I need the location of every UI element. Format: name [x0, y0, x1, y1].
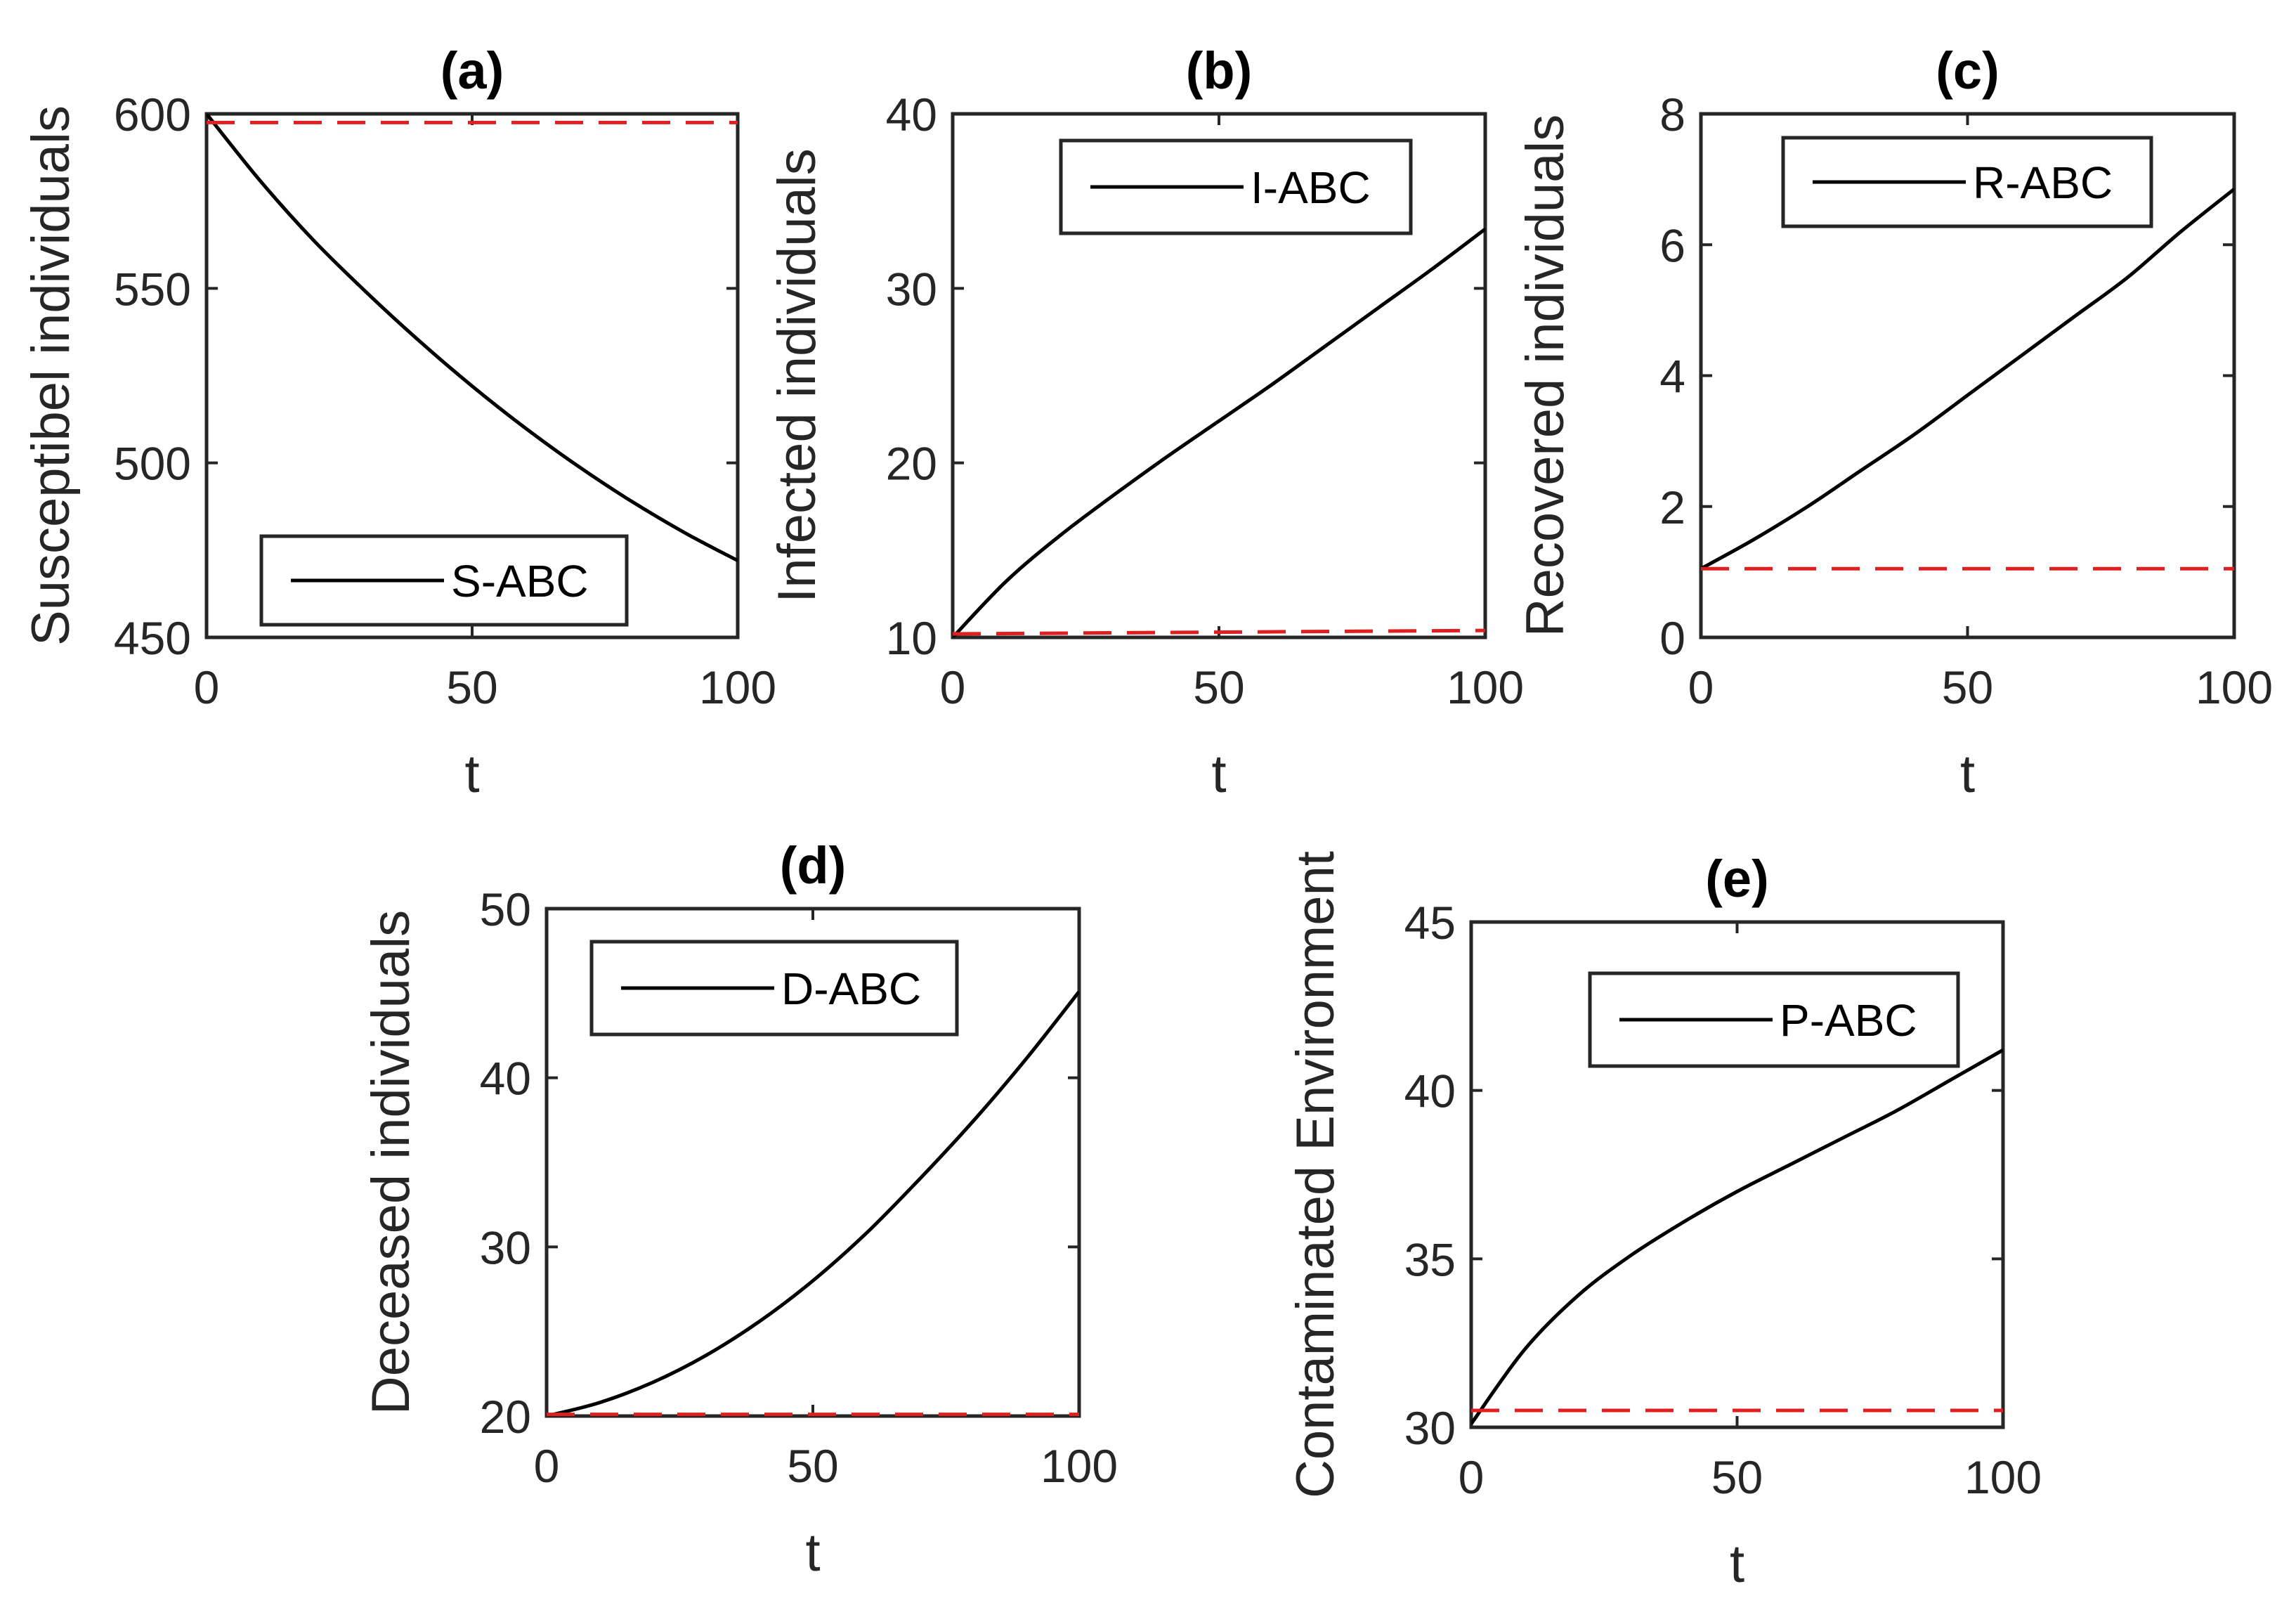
panel-title: (a)	[441, 41, 504, 100]
x-tick-label: 0	[1459, 1451, 1485, 1503]
legend-label: P-ABC	[1780, 995, 1917, 1046]
legend: I-ABC	[1059, 138, 1413, 235]
y-tick-label: 50	[480, 883, 531, 935]
y-tick-label: 20	[480, 1391, 531, 1443]
series-line-s-abc	[207, 114, 738, 562]
legend: S-ABC	[259, 534, 629, 627]
x-tick-label: 100	[1447, 661, 1524, 713]
legend-label: D-ABC	[781, 963, 921, 1014]
panel-title: (b)	[1186, 41, 1253, 100]
panel-e: 0 50 100 30 35 40 45 (e) t Contaminated Environme…	[1286, 850, 2042, 1594]
y-tick-label: 550	[114, 263, 191, 315]
series-line-d-abc	[547, 990, 1079, 1416]
y-tick-label: 40	[886, 89, 937, 141]
x-tick-label: 50	[1193, 661, 1244, 713]
panel-c: 0 50 100 0 2 4 6 8 (c) t Recovered individuals R-AB…	[1515, 41, 2273, 804]
y-axis-label: Infected individuals	[767, 148, 827, 602]
legend: D-ABC	[589, 940, 959, 1037]
legend-label: S-ABC	[451, 556, 589, 606]
y-tick-label: 40	[480, 1053, 531, 1105]
x-tick-label: 50	[1942, 661, 1993, 713]
x-tick-label: 0	[940, 661, 966, 713]
x-tick-label: 50	[446, 661, 497, 713]
y-tick-label: 2	[1659, 481, 1685, 533]
legend: P-ABC	[1588, 971, 1960, 1068]
x-axis-label: t	[805, 1523, 820, 1583]
y-tick-label: 6	[1659, 219, 1685, 271]
y-tick-label: 45	[1404, 897, 1456, 949]
legend: R-ABC	[1781, 136, 2153, 228]
panel-a: 0 50 100 450 500 550 600 (a) t Susceptibel indivi…	[21, 41, 776, 804]
panel-d: 0 50 100 20 30 40 50 (d) t Deceased individuals D-…	[361, 836, 1118, 1583]
series-line-r-abc	[1701, 188, 2234, 571]
panel-title: (d)	[780, 836, 847, 895]
panel-title: (e)	[1705, 850, 1768, 908]
x-tick-label: 0	[194, 661, 220, 713]
y-tick-label: 0	[1659, 612, 1685, 664]
series-line-i-abc	[953, 227, 1485, 637]
x-tick-label: 100	[699, 661, 776, 713]
y-tick-label: 8	[1659, 89, 1685, 141]
x-tick-label: 100	[2196, 661, 2273, 713]
y-axis-label: Recovered individuals	[1515, 115, 1575, 637]
y-axis-label: Contaminated Environment	[1286, 851, 1345, 1498]
x-axis-label: t	[1211, 744, 1226, 804]
y-tick-label: 40	[1404, 1065, 1456, 1117]
x-axis-label: t	[1730, 1534, 1744, 1594]
x-axis-label: t	[1960, 744, 1975, 804]
series-line-p-abc	[1471, 1048, 2003, 1425]
y-tick-label: 600	[114, 89, 191, 141]
x-tick-label: 50	[1711, 1451, 1763, 1503]
y-tick-label: 30	[480, 1221, 531, 1273]
y-axis-label: Susceptibel individuals	[21, 105, 81, 646]
y-tick-label: 450	[114, 612, 191, 664]
panel-b: 0 50 100 10 20 30 40 (b) t Infected individuals I-…	[767, 41, 1524, 804]
x-tick-label: 0	[1688, 661, 1714, 713]
x-tick-label: 100	[1964, 1451, 2042, 1503]
legend-label: I-ABC	[1251, 162, 1371, 213]
reference-dashed-line	[953, 628, 1485, 636]
y-axis-label: Deceased individuals	[361, 910, 421, 1415]
x-tick-label: 50	[787, 1440, 838, 1492]
panel-title: (c)	[1936, 41, 1999, 100]
x-tick-label: 0	[534, 1440, 560, 1492]
y-tick-label: 4	[1659, 351, 1685, 403]
y-tick-label: 30	[1404, 1402, 1456, 1454]
x-axis-label: t	[464, 744, 479, 804]
y-tick-label: 35	[1404, 1233, 1456, 1285]
y-tick-label: 500	[114, 438, 191, 490]
legend-label: R-ABC	[1973, 157, 2113, 208]
y-tick-label: 10	[886, 612, 937, 664]
y-tick-label: 20	[886, 438, 937, 490]
y-tick-label: 30	[886, 263, 937, 315]
x-tick-label: 100	[1041, 1440, 1118, 1492]
